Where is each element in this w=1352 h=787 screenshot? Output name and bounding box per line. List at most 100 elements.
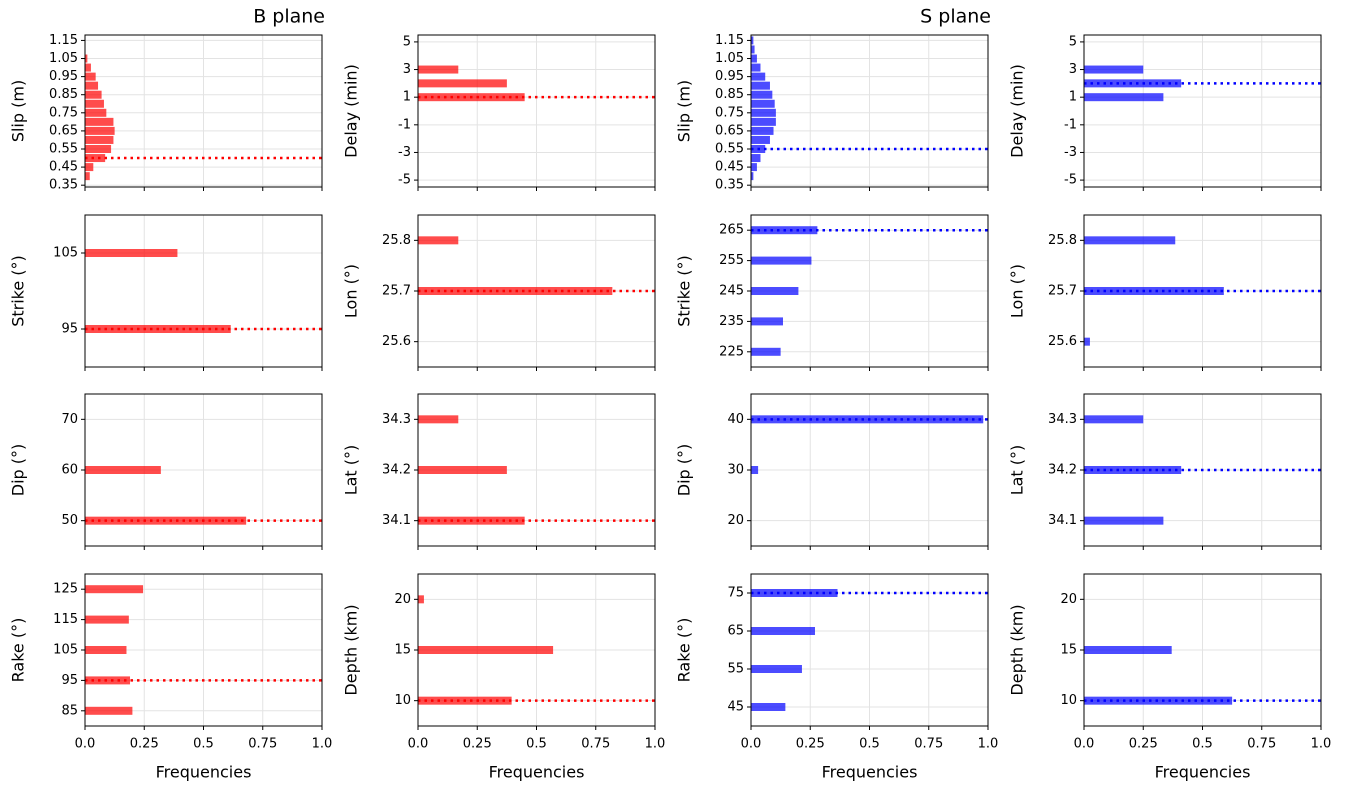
y-tick-label: 30 <box>727 463 744 478</box>
y-tick-label: 25.6 <box>1048 334 1077 349</box>
bar <box>85 108 107 117</box>
bar <box>751 45 755 54</box>
bar <box>85 676 131 685</box>
y-tick-label: 0.85 <box>49 87 78 102</box>
bar <box>751 99 775 108</box>
axes-frame <box>417 214 656 368</box>
bar <box>85 72 96 81</box>
y-tick-label: -3 <box>398 145 411 160</box>
bar <box>1084 415 1144 424</box>
bar <box>85 81 99 90</box>
bar <box>418 415 459 424</box>
y-tick-label: 0.65 <box>715 123 744 138</box>
x-tick-label: 0.0 <box>408 737 429 752</box>
axes-frame <box>84 573 323 727</box>
x-tick-label: 0.5 <box>859 737 880 752</box>
y-tick-label: 105 <box>53 246 78 261</box>
bar <box>418 646 554 654</box>
y-axis-label: Lat (°) <box>1008 445 1027 496</box>
x-tick-label: 1.0 <box>1311 737 1332 752</box>
y-tick-label: 0.95 <box>715 69 744 84</box>
x-tick-label: 0.25 <box>463 737 492 752</box>
bar <box>85 163 94 172</box>
bar <box>418 65 459 74</box>
y-tick-label: 34.2 <box>382 463 411 478</box>
y-tick-label: 115 <box>53 612 78 627</box>
y-tick-label: 0.35 <box>49 178 78 193</box>
y-tick-label: 25.8 <box>1048 233 1077 248</box>
y-tick-label: 1.15 <box>715 33 744 48</box>
axes-frame <box>750 573 989 727</box>
bar <box>751 126 774 135</box>
y-tick-label: 15 <box>394 643 411 658</box>
bar <box>85 249 178 257</box>
axes-frame <box>1083 393 1322 547</box>
axes-frame <box>84 34 323 188</box>
bar <box>85 117 114 126</box>
bar <box>1084 516 1164 525</box>
y-tick-label: 1 <box>403 90 411 105</box>
bar <box>418 287 613 295</box>
y-axis-label: Lon (°) <box>342 264 361 318</box>
x-tick-label: 0.5 <box>1192 737 1213 752</box>
y-tick-label: 34.2 <box>1048 463 1077 478</box>
y-tick-label: 20 <box>727 513 744 528</box>
y-tick-label: 34.3 <box>382 412 411 427</box>
x-axis-label: Frequencies <box>489 763 585 782</box>
y-tick-label: 25.7 <box>1048 284 1077 299</box>
y-axis-label: Rake (°) <box>9 618 28 683</box>
bar <box>1084 236 1176 245</box>
y-tick-label: 3 <box>1069 62 1077 77</box>
bar <box>1084 79 1182 88</box>
bar <box>418 595 424 604</box>
x-tick-label: 0.25 <box>1129 737 1158 752</box>
bar <box>751 317 783 326</box>
bar <box>85 615 129 624</box>
y-axis-label: Strike (°) <box>9 255 28 327</box>
bar <box>751 172 754 181</box>
y-tick-label: 10 <box>394 693 411 708</box>
y-tick-label: 34.1 <box>1048 513 1077 528</box>
y-tick-label: 235 <box>719 314 744 329</box>
bar <box>751 90 773 99</box>
y-axis-label: Depth (km) <box>1008 604 1027 695</box>
bar <box>1084 65 1144 74</box>
y-tick-label: 105 <box>53 643 78 658</box>
y-axis-label: Delay (min) <box>1008 64 1027 158</box>
bar <box>751 665 802 673</box>
bar <box>751 163 757 172</box>
y-axis-label: Rake (°) <box>675 618 694 683</box>
x-tick-label: 0.75 <box>248 737 277 752</box>
y-axis-label: Slip (m) <box>9 80 28 142</box>
y-tick-label: 75 <box>727 586 744 601</box>
y-axis-label: Lat (°) <box>342 445 361 496</box>
y-tick-label: 45 <box>727 700 744 715</box>
bar <box>751 466 759 474</box>
x-tick-label: 0.75 <box>914 737 943 752</box>
y-tick-label: 70 <box>61 412 78 427</box>
y-tick-label: 34.1 <box>382 513 411 528</box>
y-tick-label: 0.85 <box>715 87 744 102</box>
y-tick-label: 125 <box>53 582 78 597</box>
bar <box>751 256 812 265</box>
y-tick-label: 20 <box>1060 592 1077 607</box>
y-tick-label: 95 <box>61 322 78 337</box>
x-tick-label: 0.0 <box>741 737 762 752</box>
bar <box>751 54 757 63</box>
y-tick-label: 0.45 <box>715 160 744 175</box>
bar <box>751 117 776 126</box>
y-tick-label: -5 <box>1064 173 1077 188</box>
bar <box>1084 646 1172 654</box>
bar <box>751 627 815 635</box>
y-tick-label: 1.15 <box>49 33 78 48</box>
bar <box>85 172 90 181</box>
y-axis-label: Depth (km) <box>342 604 361 695</box>
axes-frame <box>750 214 989 368</box>
bar <box>418 236 459 245</box>
x-axis-label: Frequencies <box>156 763 252 782</box>
y-tick-label: 0.75 <box>49 105 78 120</box>
bar <box>751 703 786 711</box>
bar <box>85 585 144 594</box>
y-tick-label: 5 <box>1069 34 1077 49</box>
x-tick-label: 0.25 <box>796 737 825 752</box>
